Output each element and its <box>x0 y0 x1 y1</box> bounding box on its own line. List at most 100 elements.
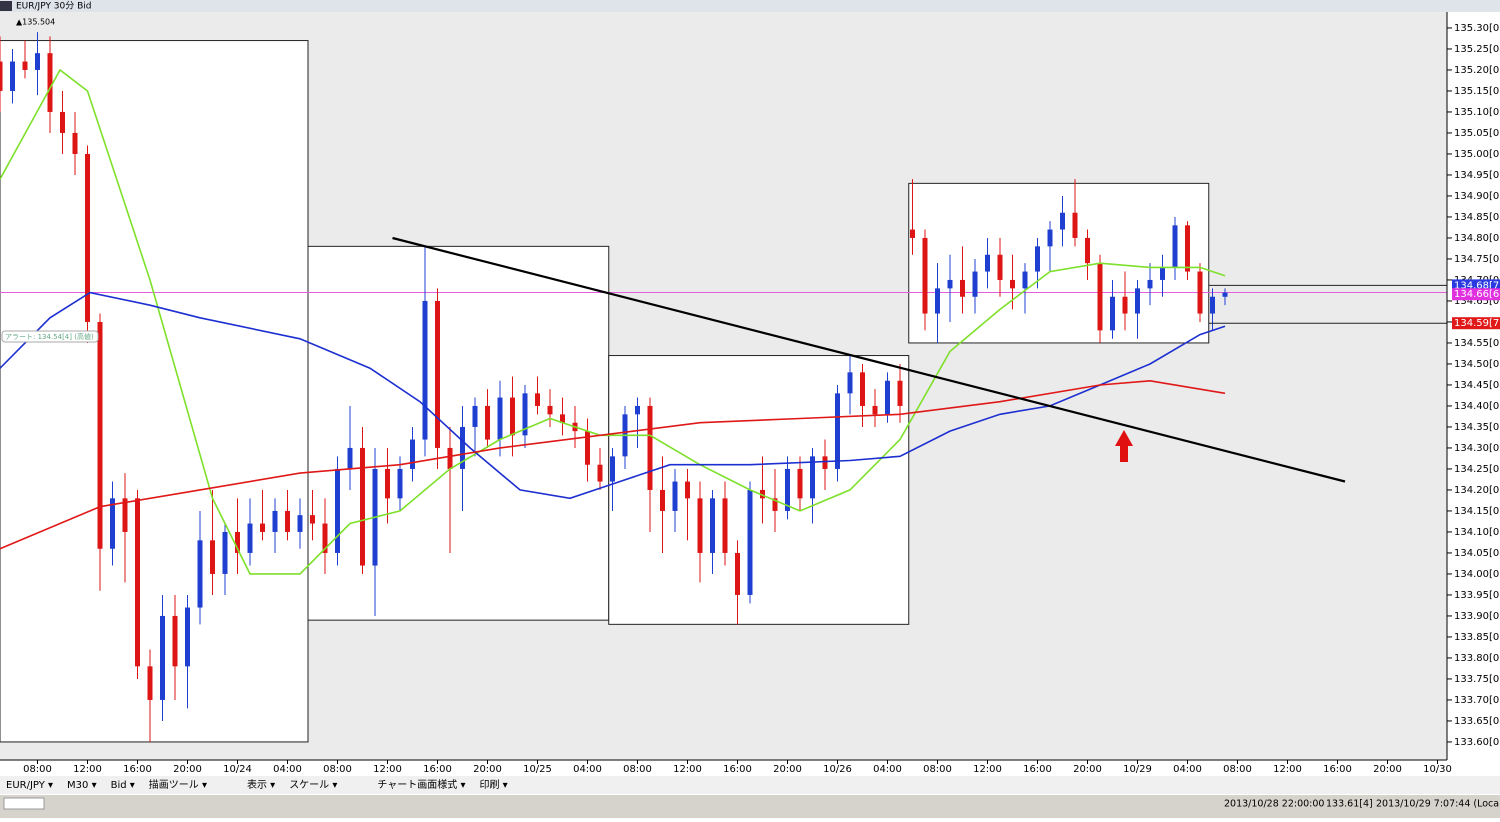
x-tick-label: 12:00 <box>73 764 102 775</box>
candle-body <box>335 468 340 553</box>
x-tick-label: 04:00 <box>273 764 302 775</box>
toolbar-button[interactable]: Bid ▾ <box>111 780 135 791</box>
candle-body <box>1160 267 1165 280</box>
x-tick-label: 20:00 <box>773 764 802 775</box>
candle-body <box>285 510 290 532</box>
toolbar-button[interactable]: EUR/JPY ▾ <box>6 780 53 791</box>
x-tick-label: 08:00 <box>323 764 352 775</box>
x-tick-label: 04:00 <box>573 764 602 775</box>
candle-body <box>385 468 390 499</box>
toolbar-button[interactable]: 表示 ▾ <box>247 778 275 791</box>
app-icon <box>0 1 12 11</box>
candle-body <box>985 254 990 272</box>
x-tick-label: 10/29 <box>1123 764 1152 775</box>
candle-body <box>197 540 203 608</box>
scrollbar[interactable] <box>3 797 45 810</box>
alert-box <box>1 330 99 343</box>
candle-body <box>222 531 228 574</box>
alert-label: アラート: 134.54[4] (高値) <box>5 332 94 341</box>
candle-body <box>1010 279 1015 289</box>
candle-body <box>947 279 953 289</box>
candle-body <box>897 380 903 406</box>
candle-body <box>922 237 928 314</box>
high-marker: ▲135.504 <box>16 18 55 27</box>
candle-body <box>1047 229 1053 247</box>
x-tick-label: 12:00 <box>673 764 702 775</box>
candle-body <box>10 61 15 91</box>
candle-body <box>1072 212 1078 238</box>
candle-body <box>460 426 465 469</box>
candle-body <box>1185 225 1190 272</box>
candle-body <box>1172 225 1178 268</box>
x-tick-label: 12:00 <box>1273 764 1302 775</box>
x-tick-label: 08:00 <box>623 764 652 775</box>
candle-body <box>35 53 40 70</box>
candle-body <box>47 53 53 112</box>
candle-body <box>1085 237 1090 264</box>
candle-body <box>1035 246 1040 272</box>
moving-average <box>0 379 1226 550</box>
candle-body <box>1197 271 1203 314</box>
y-tick-label: 134.85[0] <box>1454 212 1500 223</box>
candle-body <box>122 498 128 532</box>
y-tick-label: 134.05[0] <box>1454 548 1500 559</box>
trendline <box>392 236 1346 483</box>
candle-body <box>810 456 815 499</box>
candle-body <box>585 431 590 465</box>
candle-body <box>435 300 440 448</box>
toolbar <box>0 776 1500 794</box>
candle-body <box>1110 296 1115 331</box>
candle-body <box>497 397 503 440</box>
candle-body <box>447 447 453 469</box>
price-tag <box>1452 288 1500 301</box>
x-tick-label: 08:00 <box>923 764 952 775</box>
candle-body <box>885 380 890 415</box>
candle-body <box>60 111 65 133</box>
toolbar-button[interactable]: M30 ▾ <box>67 780 97 791</box>
candle-body <box>772 498 778 511</box>
candle-body <box>1022 271 1028 289</box>
toolbar-button[interactable]: チャート画面様式 ▾ <box>377 778 465 791</box>
candle-body <box>135 498 140 667</box>
candle-body <box>710 498 715 553</box>
status-text: 2013/10/28 22:00:00 <box>1224 799 1324 810</box>
candle-body <box>535 393 540 406</box>
candle-body <box>147 666 153 700</box>
window-title: EUR/JPY 30分 Bid <box>16 1 92 12</box>
candle-body <box>760 489 765 499</box>
candle-body <box>785 468 790 511</box>
price-tag-label: 134.66[6 <box>1454 289 1499 300</box>
candle-body <box>410 439 415 469</box>
y-tick-label: 134.65[0] <box>1454 296 1500 307</box>
candle-body <box>0 61 3 91</box>
y-tick-label: 134.95[0] <box>1454 170 1500 181</box>
y-tick-label: 134.10[0] <box>1454 527 1500 538</box>
y-tick-label: 133.85[0] <box>1454 632 1500 643</box>
candle-body <box>822 456 828 469</box>
candle-body <box>22 61 28 70</box>
candle-body <box>160 615 165 700</box>
price-tag <box>1452 317 1500 330</box>
candle-body <box>685 481 690 499</box>
status-bar <box>0 795 1500 818</box>
x-tick-label: 10/26 <box>823 764 852 775</box>
x-tick-label: 04:00 <box>873 764 902 775</box>
y-tick-label: 133.70[0] <box>1454 695 1500 706</box>
price-tag-label: 134.68[7 <box>1454 280 1499 291</box>
toolbar-button[interactable]: スケール ▾ <box>289 779 337 791</box>
candle-body <box>422 300 428 440</box>
session-range <box>307 245 610 621</box>
session-range <box>908 182 1210 344</box>
x-tick-label: 16:00 <box>1323 764 1352 775</box>
y-tick-label: 133.60[0] <box>1454 737 1500 748</box>
candle-body <box>847 372 853 394</box>
candle-body <box>110 498 115 549</box>
toolbar-button[interactable]: 描画ツール ▾ <box>149 778 207 791</box>
toolbar-button[interactable]: 印刷 ▾ <box>480 779 508 791</box>
x-tick-label: 20:00 <box>1073 764 1102 775</box>
candle-body <box>672 481 678 511</box>
x-tick-label: 20:00 <box>1373 764 1402 775</box>
y-tick-label: 135.25[0] <box>1454 44 1500 55</box>
x-tick-label: 16:00 <box>123 764 152 775</box>
